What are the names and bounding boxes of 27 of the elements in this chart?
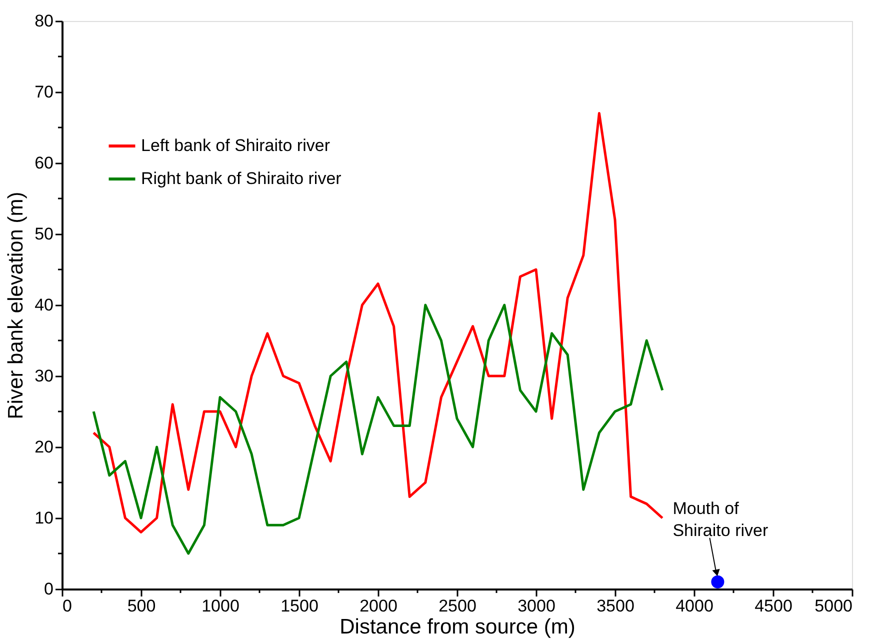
x-tick-label: 4000 bbox=[676, 596, 714, 616]
legend-label: Left bank of Shiraito river bbox=[141, 136, 330, 155]
y-tick-label: 60 bbox=[34, 154, 54, 172]
x-tick-label: 1500 bbox=[280, 596, 318, 616]
line-series bbox=[92, 112, 664, 534]
y-tick-label: 30 bbox=[34, 366, 54, 386]
x-tick-label: 0 bbox=[62, 596, 72, 616]
y-tick-label: 50 bbox=[34, 224, 54, 244]
y-tick-label: 20 bbox=[34, 438, 54, 456]
annotation: Mouth of Shiraito river bbox=[672, 498, 768, 540]
y-tick-label: 0 bbox=[44, 580, 54, 598]
x-tick-label: 2000 bbox=[360, 596, 398, 616]
x-tick-label: 2500 bbox=[438, 596, 476, 616]
x-tick-label: 500 bbox=[127, 596, 156, 616]
x-axis-title: Distance from source (m) bbox=[340, 616, 576, 638]
y-tick-label: 40 bbox=[34, 296, 54, 314]
y-axis-title: River bank elevation (m) bbox=[4, 192, 28, 420]
x-tick-label: 3500 bbox=[596, 596, 634, 616]
x-tick-label: 5000 bbox=[814, 596, 852, 616]
x-tick-label: 4500 bbox=[754, 596, 792, 616]
line-series bbox=[92, 304, 664, 555]
x-tick-label: 3000 bbox=[518, 596, 556, 616]
x-tick-label: 1000 bbox=[202, 596, 240, 616]
legend-label: Right bank of Shiraito river bbox=[141, 169, 342, 188]
y-tick-label: 10 bbox=[34, 508, 54, 528]
y-tick-label: 70 bbox=[34, 82, 54, 102]
y-tick-label: 80 bbox=[34, 12, 54, 30]
